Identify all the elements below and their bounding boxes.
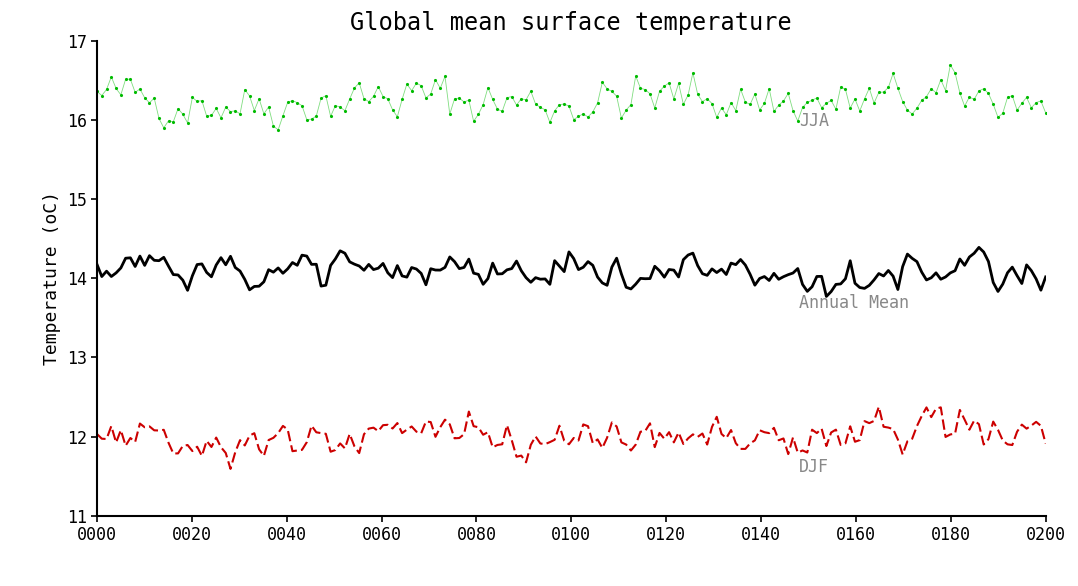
Title: Global mean surface temperature: Global mean surface temperature [350, 11, 792, 35]
Text: Annual Mean: Annual Mean [799, 294, 909, 312]
Text: JJA: JJA [799, 113, 829, 131]
Y-axis label: Temperature (oC): Temperature (oC) [43, 192, 61, 365]
Text: DJF: DJF [799, 458, 829, 476]
